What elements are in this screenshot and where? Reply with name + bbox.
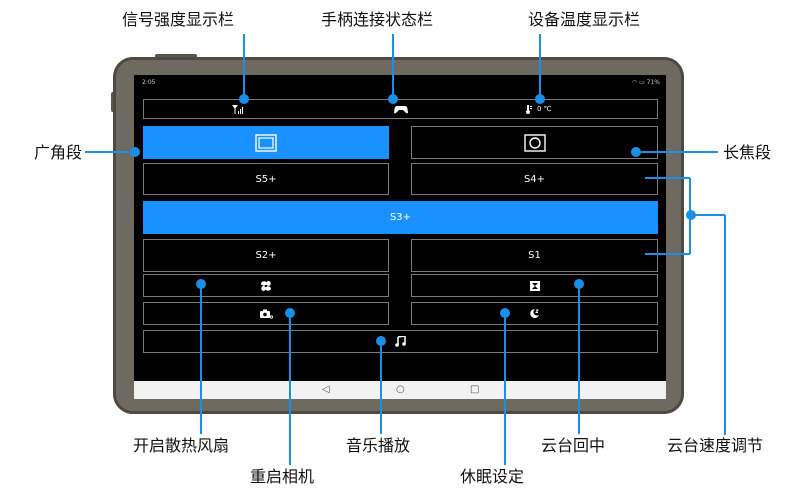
callout-speed-line-down (724, 215, 726, 435)
callout-speed-label: 云台速度调节 (667, 436, 764, 455)
callout-gamepad-dot (388, 94, 398, 104)
telephoto-icon (523, 133, 546, 152)
callout-wide-line (85, 151, 135, 153)
status-icons: ◠ ▭ 71% (632, 79, 660, 86)
tablet-screen: 2:05 ◠ ▭ 71% (134, 75, 666, 399)
wifi-icon: ◠ (631, 79, 638, 86)
camera-restart-icon (259, 309, 273, 319)
info-bar: 0 ℃ (143, 99, 658, 119)
signal-indicator (232, 100, 244, 118)
fan-button[interactable] (143, 274, 389, 297)
battery-icon: ▭ (639, 79, 645, 86)
callout-tele-label: 长焦段 (723, 143, 772, 162)
sleep-moon-icon (530, 308, 539, 318)
recents-icon[interactable]: □ (470, 384, 480, 395)
callout-fan-line (200, 284, 202, 434)
callout-temperature-dot (535, 94, 545, 104)
callout-center-line (578, 284, 580, 434)
power-button (155, 54, 197, 59)
gimbal-center-icon (529, 280, 540, 291)
speed-s4-button[interactable]: S4+ (411, 163, 658, 195)
music-button[interactable] (143, 330, 658, 353)
callout-gamepad-line (392, 34, 394, 99)
home-icon[interactable]: ○ (396, 384, 405, 395)
callout-restart-line (289, 313, 291, 465)
speed-s5-label: S5+ (255, 173, 277, 185)
speed-s1-label: S1 (528, 250, 541, 261)
speed-s3-button[interactable]: S3+ (143, 201, 658, 234)
speed-s1-button[interactable]: S1 (411, 239, 658, 272)
gimbal-center-button[interactable] (411, 274, 658, 297)
callout-tele-dot (631, 147, 641, 157)
speed-s4-label: S4+ (523, 173, 546, 185)
speed-s3-label: S3+ (389, 212, 412, 223)
callout-music-label: 音乐播放 (346, 436, 411, 455)
speed-s2-label: S2+ (255, 250, 277, 261)
speed-s5-button[interactable]: S5+ (143, 163, 389, 195)
callout-wide-dot (130, 147, 140, 157)
callout-signal-label: 信号强度显示栏 (122, 10, 235, 29)
wide-angle-icon (255, 133, 277, 152)
battery-percent: 71% (646, 79, 660, 86)
callout-signal-line (243, 34, 245, 99)
callout-speed-line-bottom (645, 253, 690, 255)
callout-center-label: 云台回中 (541, 436, 606, 455)
status-time: 2:05 (142, 79, 156, 86)
callout-tele-line (636, 151, 718, 153)
fan-icon (261, 280, 271, 291)
telephoto-button[interactable] (411, 126, 658, 159)
back-icon[interactable]: ◁ (322, 384, 330, 395)
callout-gamepad-label: 手柄连接状态栏 (321, 10, 434, 29)
callout-speed-line-top (645, 177, 690, 179)
callout-temperature-line (539, 34, 541, 99)
callout-fan-label: 开启散热风扇 (133, 436, 230, 455)
callout-signal-dot (239, 94, 249, 104)
temperature-display: 0 ℃ (526, 100, 552, 118)
gamepad-status (394, 100, 408, 118)
callout-temperature-label: 设备温度显示栏 (528, 10, 641, 29)
music-note-icon (395, 336, 406, 347)
restart-camera-button[interactable] (143, 302, 389, 325)
system-status-bar: 2:05 ◠ ▭ 71% (134, 75, 666, 89)
sleep-button[interactable] (411, 302, 658, 325)
callout-sleep-label: 休眠设定 (460, 467, 525, 486)
callout-music-line (380, 341, 382, 434)
signal-icon (232, 104, 243, 114)
callout-restart-label: 重启相机 (250, 467, 315, 486)
navigation-bar: ◁ ○ □ (134, 381, 666, 399)
gamepad-icon (394, 105, 408, 113)
speed-s2-button[interactable]: S2+ (143, 239, 389, 272)
temperature-value: 0 ℃ (537, 105, 552, 113)
callout-speed-line-out (691, 214, 725, 216)
wide-angle-button[interactable] (143, 126, 389, 159)
thermometer-icon (526, 104, 532, 114)
callout-wide-label: 广角段 (34, 143, 83, 162)
callout-sleep-line (504, 313, 506, 465)
